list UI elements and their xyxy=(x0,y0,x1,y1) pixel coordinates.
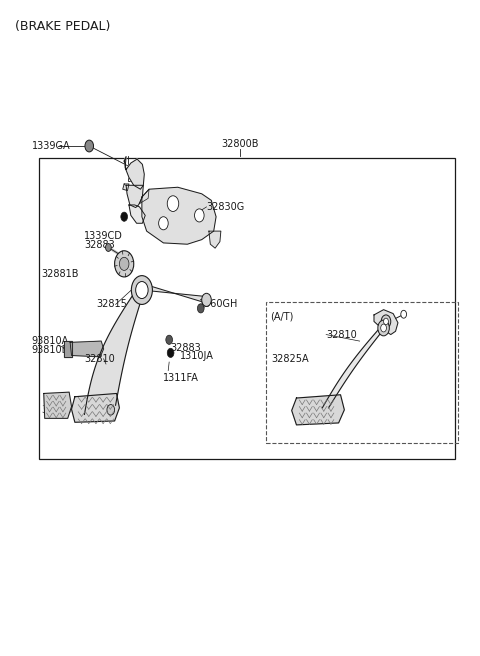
Circle shape xyxy=(158,216,168,230)
Text: 32881B: 32881B xyxy=(41,269,79,279)
Polygon shape xyxy=(64,341,72,358)
Polygon shape xyxy=(209,231,221,248)
Polygon shape xyxy=(374,310,398,335)
Text: (A/T): (A/T) xyxy=(270,311,293,321)
Text: 32800B: 32800B xyxy=(221,138,259,149)
Circle shape xyxy=(106,243,111,251)
Circle shape xyxy=(120,257,129,270)
Polygon shape xyxy=(129,205,145,223)
Circle shape xyxy=(167,195,179,211)
Text: 32810: 32810 xyxy=(326,329,357,340)
Circle shape xyxy=(132,276,153,304)
Text: 32810: 32810 xyxy=(84,354,115,364)
Text: 93810A: 93810A xyxy=(32,336,69,346)
Text: 1310JA: 1310JA xyxy=(180,351,214,361)
Bar xyxy=(39,158,456,459)
Polygon shape xyxy=(72,394,120,422)
Circle shape xyxy=(381,315,391,328)
Circle shape xyxy=(401,310,407,318)
Circle shape xyxy=(107,405,115,415)
Text: 1339CD: 1339CD xyxy=(84,232,123,241)
Circle shape xyxy=(115,251,134,277)
Circle shape xyxy=(121,212,128,221)
Polygon shape xyxy=(292,395,344,425)
Polygon shape xyxy=(70,341,104,357)
Circle shape xyxy=(384,318,388,325)
Polygon shape xyxy=(84,290,144,415)
Text: 32883: 32883 xyxy=(170,342,201,353)
Text: 1311FA: 1311FA xyxy=(163,373,199,383)
Circle shape xyxy=(194,209,204,222)
Bar xyxy=(186,224,201,236)
Polygon shape xyxy=(323,325,387,408)
Text: 32883: 32883 xyxy=(84,240,115,250)
Circle shape xyxy=(85,140,94,152)
Bar xyxy=(266,302,458,443)
Text: 32825: 32825 xyxy=(41,405,72,415)
Text: 32825A: 32825A xyxy=(271,354,309,364)
Circle shape xyxy=(197,304,204,313)
Polygon shape xyxy=(142,283,206,303)
Text: (BRAKE PEDAL): (BRAKE PEDAL) xyxy=(15,20,110,33)
Circle shape xyxy=(378,320,389,336)
Text: 32830G: 32830G xyxy=(206,202,245,212)
Circle shape xyxy=(136,281,148,298)
Polygon shape xyxy=(142,187,216,244)
Circle shape xyxy=(167,348,174,358)
Circle shape xyxy=(202,293,211,306)
Polygon shape xyxy=(124,157,144,189)
Polygon shape xyxy=(126,185,144,207)
Circle shape xyxy=(381,324,386,332)
Bar xyxy=(129,169,137,180)
Text: 1360GH: 1360GH xyxy=(199,299,239,310)
Circle shape xyxy=(121,253,127,261)
Polygon shape xyxy=(44,392,72,419)
Text: 93810B: 93810B xyxy=(32,344,69,355)
Text: 1339GA: 1339GA xyxy=(32,141,71,151)
Text: 32815: 32815 xyxy=(96,299,127,310)
Polygon shape xyxy=(140,189,149,203)
Polygon shape xyxy=(123,184,129,190)
Circle shape xyxy=(166,335,172,344)
